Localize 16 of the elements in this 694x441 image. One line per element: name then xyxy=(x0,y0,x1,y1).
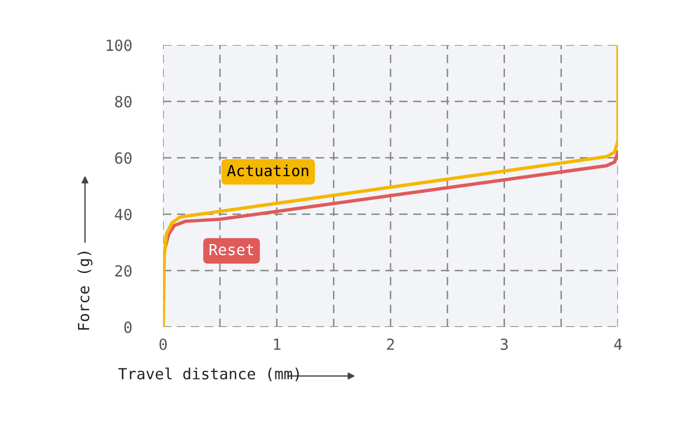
series-label: Reset xyxy=(210,244,254,256)
y-tick-label: 20 xyxy=(115,265,132,277)
x-tick-label: 3 xyxy=(500,338,508,350)
x-tick-label: 1 xyxy=(274,338,280,350)
x-tick-label: 0 xyxy=(159,338,167,350)
x-axis-title: Travel distance (mm) xyxy=(118,368,299,382)
y-axis-title: Force (g) xyxy=(78,252,92,330)
x-tick-label: 2 xyxy=(387,338,394,350)
y-tick-label: 60 xyxy=(115,152,132,164)
y-tick-label: 80 xyxy=(115,96,132,108)
line-series xyxy=(163,44,618,327)
x-tick-label: 4 xyxy=(614,338,622,350)
series-label: Actuation xyxy=(227,164,308,176)
y-tick-label: 0 xyxy=(124,322,132,334)
y-tick-label: 100 xyxy=(106,39,132,52)
y-tick-label: 40 xyxy=(114,208,132,220)
